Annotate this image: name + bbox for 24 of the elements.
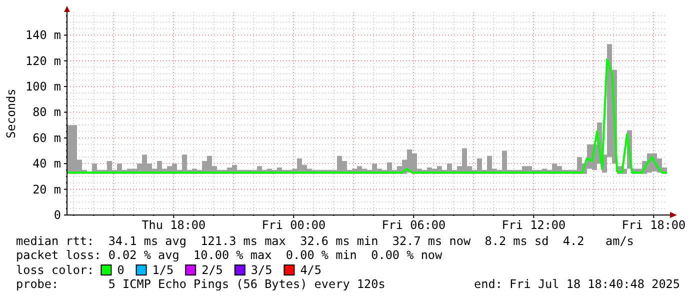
y-tick-label: 40 m (32, 156, 61, 171)
y-tick-label: 60 m (32, 130, 61, 145)
x-tick-label: Fri 18:00 (622, 218, 686, 232)
y-tick-label: 80 m (32, 105, 61, 120)
y-axis-title: Seconds (4, 88, 18, 138)
legend-label: 3/5 (250, 263, 272, 277)
y-tick-label: 120 m (25, 54, 61, 68)
legend-title: loss color: (16, 263, 94, 277)
legend-label: 4/5 (300, 263, 322, 277)
y-tick-label: 140 m (25, 28, 61, 42)
x-tick-label: Fri 06:00 (382, 218, 446, 232)
text: end: Fri Jul 18 18:40:48 2025 (474, 277, 680, 291)
x-tick-label: Fri 12:00 (502, 218, 566, 232)
x-tick-label: Fri 00:00 (262, 218, 326, 232)
x-tick-label: Thu 18:00 (142, 218, 206, 232)
y-tick-label: 0 (54, 208, 61, 222)
text: packet loss: 0.02 % avg 10.00 % max 0.00 % min 0.00 % now (16, 248, 444, 262)
text: median rtt: 34.1 ms avg 121.3 ms max 32.6 ms min 32.7 ms now 8.2 ms sd 4.2 am/s (16, 234, 634, 248)
text: probe: 5 ICMP Echo Pings (56 Bytes) every 120s (16, 277, 386, 291)
legend-label: 0 (117, 263, 124, 277)
y-tick-label: 100 m (25, 80, 61, 94)
y-tick-label: 20 m (32, 182, 61, 196)
legend-label: 1/5 (152, 263, 174, 277)
legend-label: 2/5 (202, 263, 223, 277)
